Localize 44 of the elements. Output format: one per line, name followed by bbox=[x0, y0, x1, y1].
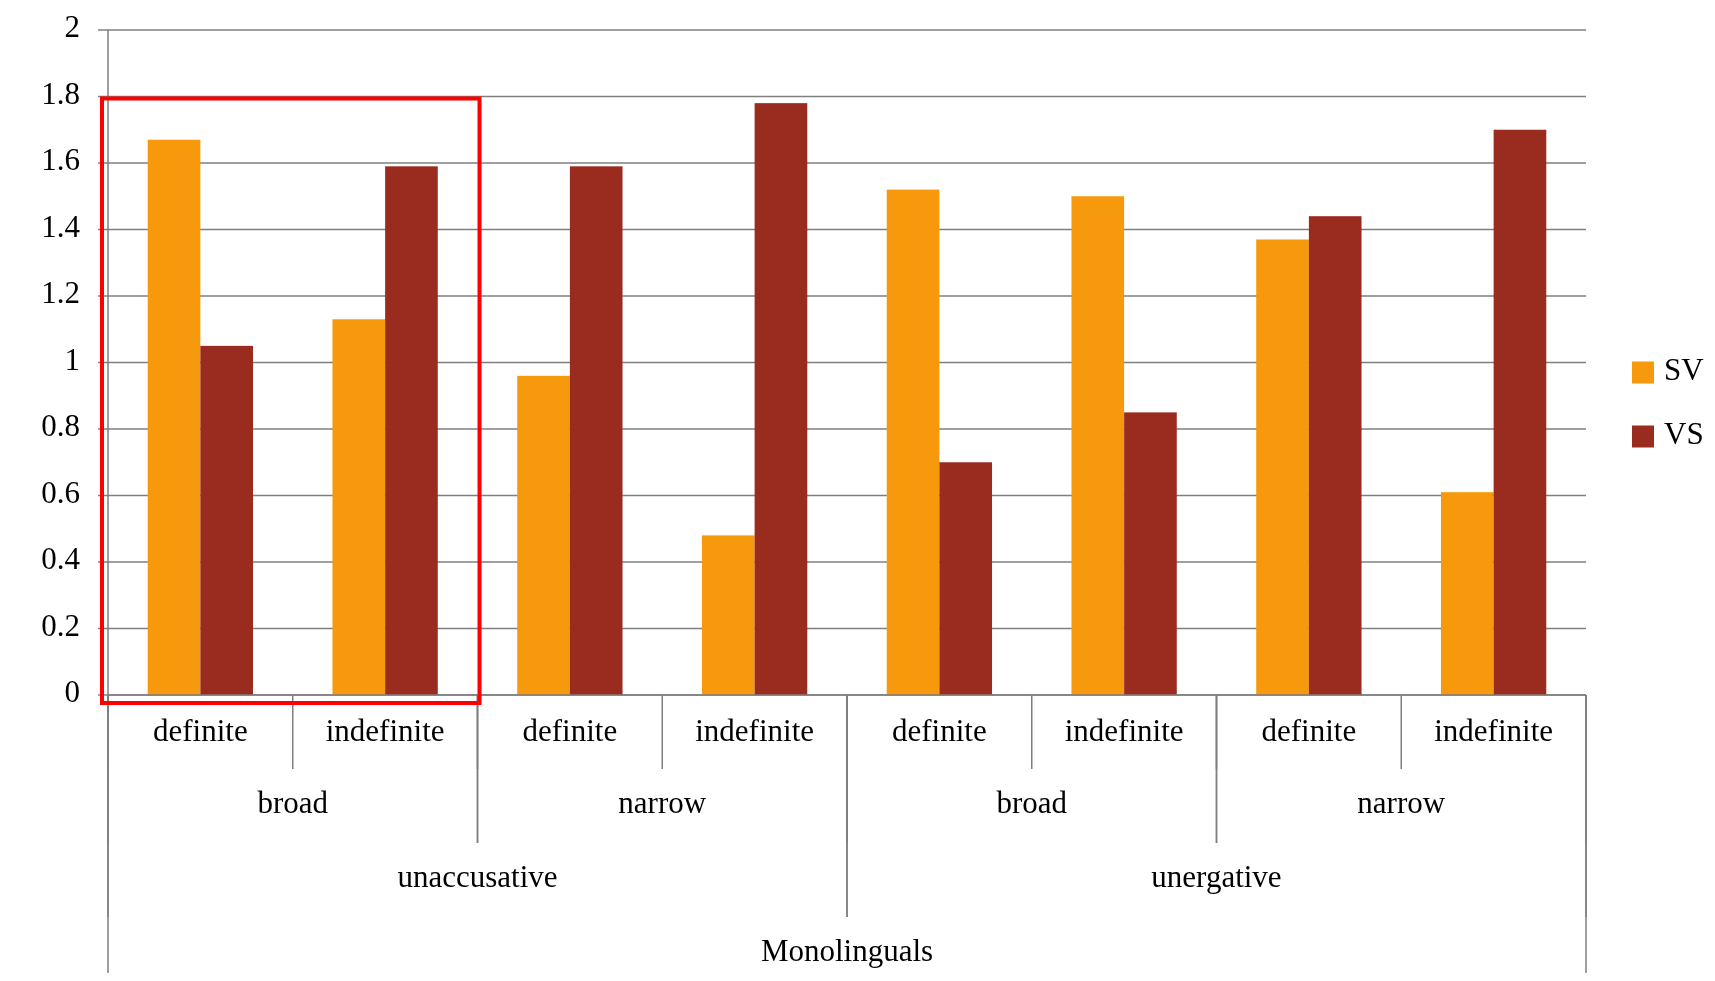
x-tick-label: definite bbox=[153, 713, 248, 749]
y-tick-label: 0.4 bbox=[41, 541, 81, 577]
text: unaccusative bbox=[397, 859, 558, 895]
bar bbox=[517, 375, 570, 695]
y-tick-label: 2 bbox=[64, 9, 80, 45]
bar bbox=[1124, 412, 1177, 695]
bar bbox=[1071, 196, 1125, 695]
x-tick-label: definite bbox=[1261, 713, 1357, 749]
y-tick-label: 1.8 bbox=[41, 75, 80, 111]
bar bbox=[569, 166, 623, 695]
y-tick-label: 0.2 bbox=[41, 607, 80, 643]
bar bbox=[385, 166, 438, 695]
bar bbox=[1493, 129, 1547, 695]
bar bbox=[200, 345, 254, 695]
x-tick-label: definite bbox=[892, 713, 987, 749]
x-tick-label: indefinite bbox=[695, 713, 815, 749]
text: narrow bbox=[1357, 785, 1446, 821]
text: broad bbox=[996, 785, 1068, 821]
x-tick-label: definite bbox=[522, 713, 618, 749]
y-tick-label: 1.6 bbox=[41, 142, 80, 178]
bar bbox=[701, 535, 755, 695]
text: broad bbox=[257, 785, 329, 821]
y-tick-label: 1.4 bbox=[41, 208, 81, 244]
y-tick-label: 1.2 bbox=[41, 275, 80, 311]
y-tick-label: 0.6 bbox=[41, 474, 80, 510]
bar bbox=[886, 189, 940, 695]
bar bbox=[754, 103, 808, 695]
text: unergative bbox=[1151, 859, 1282, 895]
bar bbox=[147, 139, 201, 695]
bar bbox=[332, 319, 386, 695]
x-tick-label: indefinite bbox=[325, 713, 445, 749]
legend-label: VS bbox=[1664, 415, 1704, 451]
x-tick-label: indefinite bbox=[1064, 713, 1184, 749]
y-tick-label: 0 bbox=[64, 674, 80, 710]
x-tick-label: indefinite bbox=[1434, 713, 1554, 749]
y-tick-label: 0.8 bbox=[41, 408, 80, 444]
y-tick-label: 1 bbox=[64, 341, 80, 377]
bar bbox=[1440, 492, 1494, 695]
legend-label: SV bbox=[1664, 351, 1705, 387]
bar bbox=[1308, 216, 1362, 695]
bar bbox=[1256, 239, 1309, 695]
text: Monolinguals bbox=[760, 933, 934, 969]
bar bbox=[939, 462, 993, 695]
text: narrow bbox=[618, 785, 707, 821]
